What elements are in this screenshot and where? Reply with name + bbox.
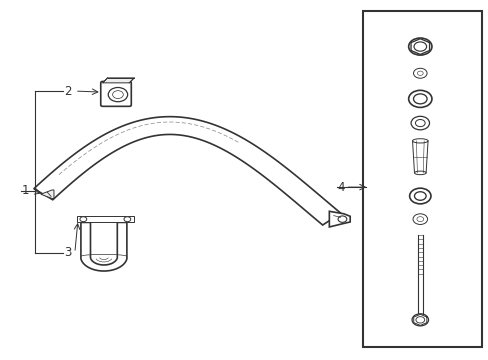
Circle shape [408, 38, 431, 55]
Ellipse shape [412, 139, 427, 143]
Ellipse shape [414, 171, 425, 175]
Circle shape [411, 314, 427, 326]
Text: 3: 3 [64, 247, 71, 260]
Circle shape [416, 217, 423, 222]
Text: 1: 1 [21, 184, 29, 197]
Polygon shape [329, 211, 349, 227]
Circle shape [80, 217, 86, 222]
Circle shape [417, 71, 422, 75]
Polygon shape [34, 117, 340, 225]
FancyBboxPatch shape [101, 81, 131, 106]
Circle shape [409, 188, 430, 204]
Circle shape [412, 214, 427, 225]
Circle shape [415, 120, 424, 127]
Text: 2: 2 [63, 85, 71, 98]
Circle shape [108, 87, 127, 102]
Circle shape [415, 317, 424, 323]
Polygon shape [412, 141, 427, 173]
Circle shape [112, 91, 123, 99]
Circle shape [413, 94, 426, 104]
Bar [363, 11, 481, 347]
Circle shape [413, 68, 426, 78]
Bar [77, 216, 133, 222]
Polygon shape [41, 190, 54, 198]
Polygon shape [102, 78, 134, 83]
Circle shape [414, 192, 425, 200]
Polygon shape [81, 222, 126, 271]
Circle shape [410, 116, 428, 130]
Circle shape [413, 42, 426, 51]
Circle shape [337, 216, 346, 222]
Circle shape [408, 90, 431, 107]
Circle shape [124, 217, 130, 222]
Text: 4: 4 [337, 181, 345, 194]
